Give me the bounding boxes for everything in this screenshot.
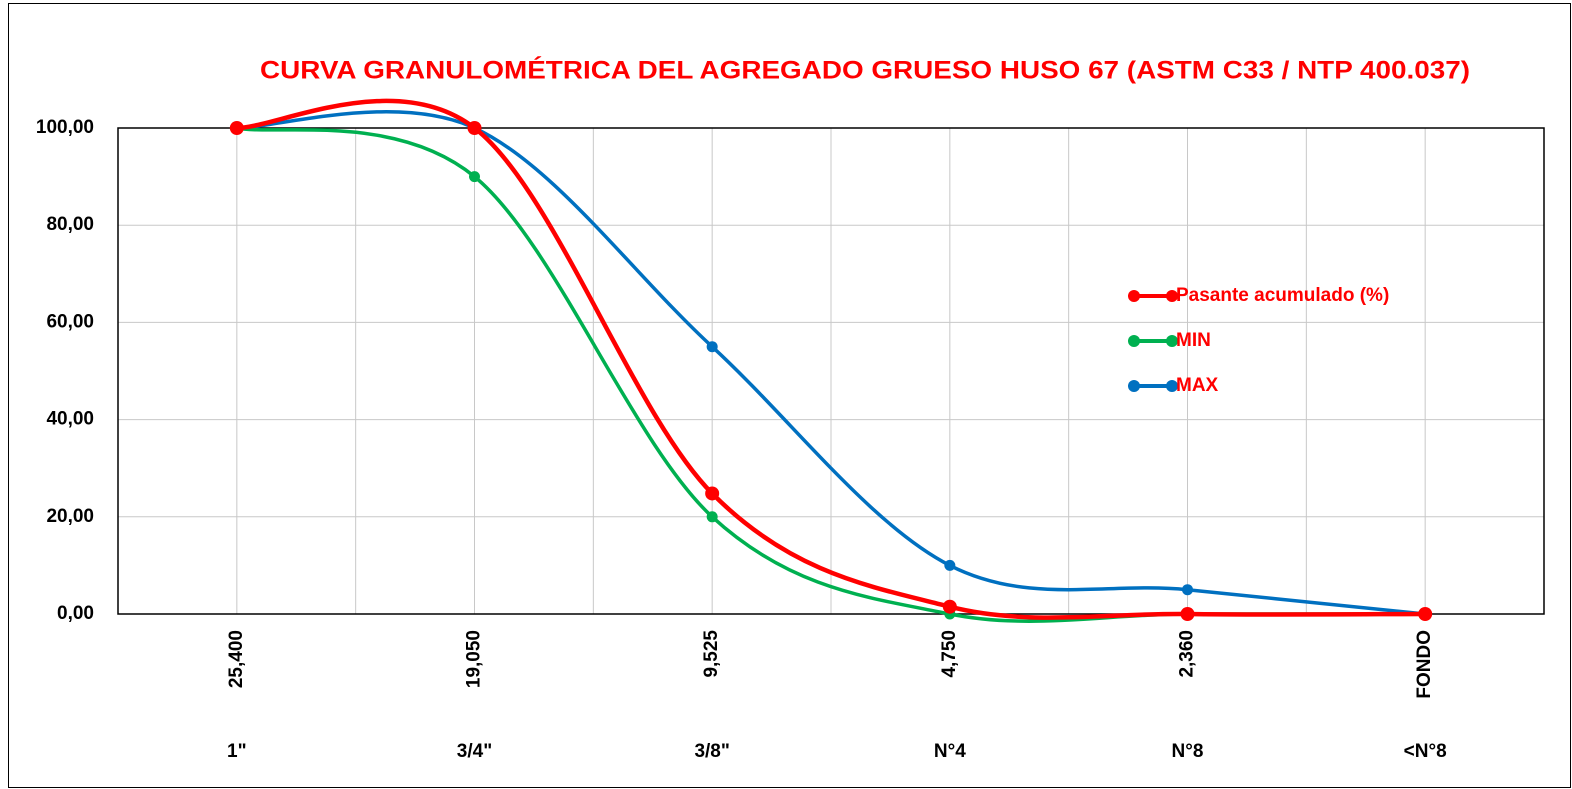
legend-marker xyxy=(1166,335,1178,347)
chart-frame xyxy=(8,3,1571,788)
x-tick-label: 4,750 xyxy=(939,630,960,678)
point xyxy=(229,121,244,135)
x-sublabel: 3/4" xyxy=(457,741,492,762)
x-tick-label: 9,525 xyxy=(701,630,722,678)
point xyxy=(1182,584,1193,596)
point xyxy=(944,559,956,571)
legend-label: MAX xyxy=(1176,375,1219,396)
point xyxy=(1418,607,1433,621)
x-tick-label: 25,400 xyxy=(226,630,247,688)
legend-marker xyxy=(1128,380,1140,392)
point xyxy=(942,599,957,614)
y-tick-label: 100,00 xyxy=(36,117,94,138)
y-tick-label: 60,00 xyxy=(46,311,94,332)
x-sublabel: <N°8 xyxy=(1404,741,1447,762)
x-tick-label: FONDO xyxy=(1414,630,1435,699)
x-sublabel: 3/8" xyxy=(694,741,729,762)
legend-marker xyxy=(1128,335,1140,347)
y-tick-label: 80,00 xyxy=(46,214,94,235)
legend-label: Pasante acumulado (%) xyxy=(1176,285,1389,306)
point xyxy=(1180,607,1195,621)
x-sublabel: N°8 xyxy=(1172,741,1204,762)
x-sublabel: N°4 xyxy=(934,741,966,762)
y-tick-label: 0,00 xyxy=(57,603,94,624)
x-tick-label: 19,050 xyxy=(464,630,485,688)
legend-marker xyxy=(1166,380,1178,392)
point xyxy=(706,511,718,523)
legend-label: MIN xyxy=(1176,330,1211,351)
point xyxy=(705,486,720,501)
plot-border xyxy=(117,127,1545,615)
chart-title: CURVA GRANULOMÉTRICA DEL AGREGADO GRUESO… xyxy=(260,56,1470,85)
y-tick-label: 40,00 xyxy=(46,409,94,430)
point xyxy=(469,171,480,183)
legend-marker xyxy=(1166,290,1178,302)
x-tick-label: 2,360 xyxy=(1177,630,1198,678)
legend-marker xyxy=(1128,290,1140,302)
point xyxy=(706,341,718,353)
series-line xyxy=(236,98,1426,620)
x-sublabel: 1" xyxy=(227,741,247,762)
series-line xyxy=(236,110,1426,616)
y-tick-label: 20,00 xyxy=(46,506,94,527)
point xyxy=(467,121,482,135)
